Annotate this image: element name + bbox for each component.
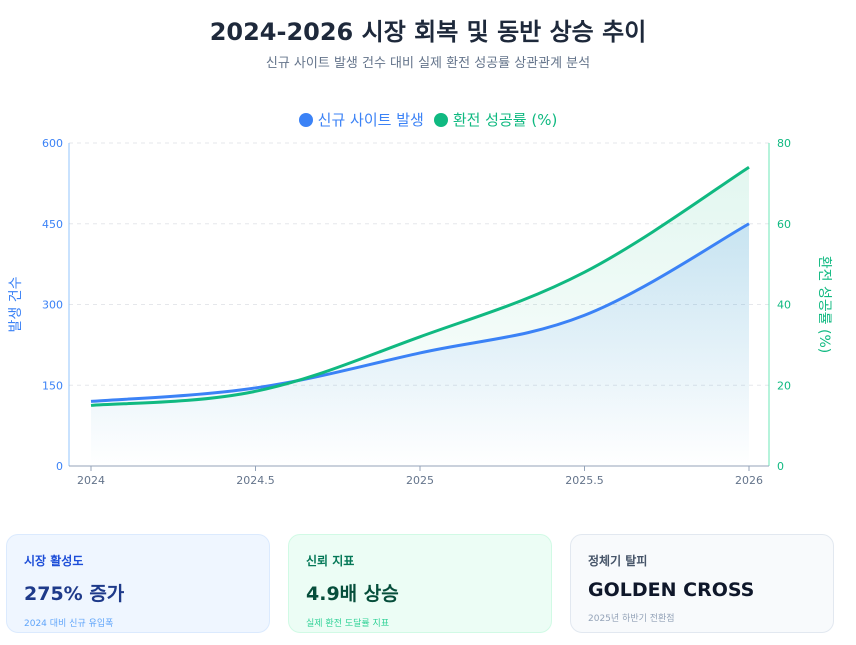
y-left-axis-label: 발생 건수 bbox=[8, 276, 24, 332]
card-note: 실제 환전 도달률 지표 bbox=[306, 619, 390, 629]
card-value: 4.9배 상승 bbox=[306, 583, 399, 605]
legend-item-sites[interactable]: 신규 사이트 발생 bbox=[298, 109, 424, 130]
chart-title: 2024-2026 시장 회복 및 동반 상승 추이 bbox=[209, 18, 647, 46]
card-trust-index: 신뢰 지표 4.9배 상승 실제 환전 도달률 지표 bbox=[288, 534, 552, 633]
y-left-tick-label: 600 bbox=[42, 137, 63, 150]
x-tick-label: 2024.5 bbox=[236, 474, 275, 487]
chart-svg: 0 150 300 450 600 0 20 40 60 80 2024 2024.5 2025 2025… bbox=[8, 137, 832, 487]
legend-label: 환전 성공률 (%) bbox=[452, 111, 558, 129]
y-right-tick-label: 20 bbox=[777, 379, 791, 392]
legend-label: 신규 사이트 발생 bbox=[317, 111, 424, 129]
legend-item-rate[interactable]: 환전 성공률 (%) bbox=[433, 109, 558, 130]
y-left-tick-label: 450 bbox=[42, 218, 63, 231]
card-note: 2024 대비 신규 유입폭 bbox=[24, 619, 114, 629]
y-right-tick-label: 40 bbox=[777, 299, 791, 312]
x-tick-label: 2024 bbox=[77, 474, 105, 487]
chart-subtitle: 신규 사이트 발생 건수 대비 실제 환전 성공률 상관관계 분석 bbox=[265, 56, 591, 71]
card-value: GOLDEN CROSS bbox=[588, 579, 755, 601]
card-note: 2025년 하반기 전환점 bbox=[588, 614, 675, 624]
legend-dot-icon bbox=[433, 113, 448, 127]
legend: 신규 사이트 발생 환전 성공률 (%) bbox=[0, 109, 856, 130]
series-area bbox=[91, 167, 749, 466]
y-right-axis-label: 환전 성공률 (%) bbox=[816, 256, 832, 354]
y-left-tick-label: 150 bbox=[42, 379, 63, 392]
legend-dot-icon bbox=[298, 113, 313, 127]
card-label: 정체기 탈피 bbox=[588, 554, 648, 568]
card-label: 신뢰 지표 bbox=[306, 554, 355, 568]
x-tick-label: 2026 bbox=[735, 474, 763, 487]
series-line bbox=[90, 222, 750, 403]
x-tick-label: 2025 bbox=[406, 474, 434, 487]
y-right-tick-label: 60 bbox=[777, 218, 791, 231]
card-value: 275% 증가 bbox=[24, 583, 125, 605]
x-tick-label: 2025.5 bbox=[565, 474, 604, 487]
card-market-activity: 시장 활성도 275% 증가 2024 대비 신규 유입폭 bbox=[6, 534, 270, 633]
card-stagnation-break: 정체기 탈피 GOLDEN CROSS 2025년 하반기 전환점 bbox=[570, 534, 834, 633]
y-right-tick-label: 0 bbox=[777, 460, 784, 473]
y-right-tick-label: 80 bbox=[777, 137, 791, 150]
y-left-tick-label: 300 bbox=[42, 299, 63, 312]
y-left-tick-label: 0 bbox=[56, 460, 63, 473]
card-label: 시장 활성도 bbox=[24, 554, 84, 568]
